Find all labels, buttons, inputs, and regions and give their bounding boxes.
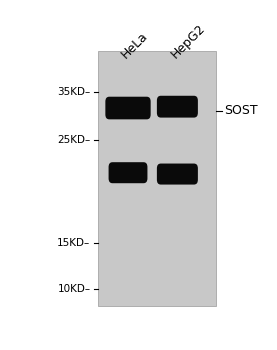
FancyBboxPatch shape xyxy=(157,96,198,118)
Bar xyxy=(98,51,216,306)
Text: HeLa: HeLa xyxy=(119,29,150,61)
Text: HepG2: HepG2 xyxy=(168,22,207,61)
Text: 10KD–: 10KD– xyxy=(57,284,91,294)
FancyBboxPatch shape xyxy=(157,163,198,184)
Text: 25KD–: 25KD– xyxy=(57,135,91,145)
Text: SOST: SOST xyxy=(225,104,258,117)
FancyBboxPatch shape xyxy=(105,97,151,119)
Text: 35KD–: 35KD– xyxy=(57,87,91,97)
FancyBboxPatch shape xyxy=(109,162,147,183)
Text: 15KD–: 15KD– xyxy=(57,238,91,248)
